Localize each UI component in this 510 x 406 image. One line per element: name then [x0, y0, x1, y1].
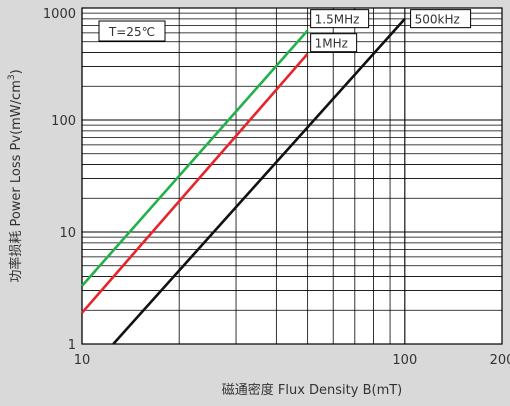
y-axis-label-close: ) [9, 69, 24, 74]
series-label-500khz: 500kHz [415, 13, 460, 27]
x-tick-label: 10 [74, 353, 91, 368]
y-tick-label: 1000 [43, 7, 76, 22]
y-tick-label: 100 [51, 114, 76, 129]
series-labels: 1.5MHz 1MHz 500kHz [310, 9, 472, 53]
series-label-box [310, 33, 358, 53]
series-line-1mhz [81, 52, 309, 314]
y-axis-label-sup: 3 [7, 74, 17, 80]
x-tick-label: 200 [490, 353, 510, 368]
series-label-box [310, 9, 370, 29]
series-lines [81, 18, 406, 345]
annotation-box [98, 20, 166, 42]
series-label-box [410, 9, 472, 29]
x-tick-label: 100 [392, 353, 417, 368]
series-line-1.5mhz [81, 29, 309, 287]
y-tick-label: 10 [59, 226, 76, 241]
series-label-1.5mhz: 1.5MHz [315, 13, 360, 27]
temperature-annotation: T=25℃ [98, 20, 166, 42]
y-axis-label-main: 功率损耗 Power Loss Pv(mW/cm [8, 80, 24, 283]
plot-border [81, 7, 503, 345]
series-label-1mhz: 1MHz [315, 37, 348, 51]
annotation-text: T=25℃ [108, 25, 155, 39]
tick-labels: 101002001101001000 [43, 7, 510, 368]
y-tick-label: 1 [68, 338, 76, 353]
y-axis-label: 功率损耗 Power Loss Pv(mW/cm3) [7, 69, 24, 282]
series-line-500khz [112, 18, 406, 345]
plot-area [82, 8, 502, 344]
x-axis-label: 磁通密度 Flux Density B(mT) [222, 382, 403, 398]
